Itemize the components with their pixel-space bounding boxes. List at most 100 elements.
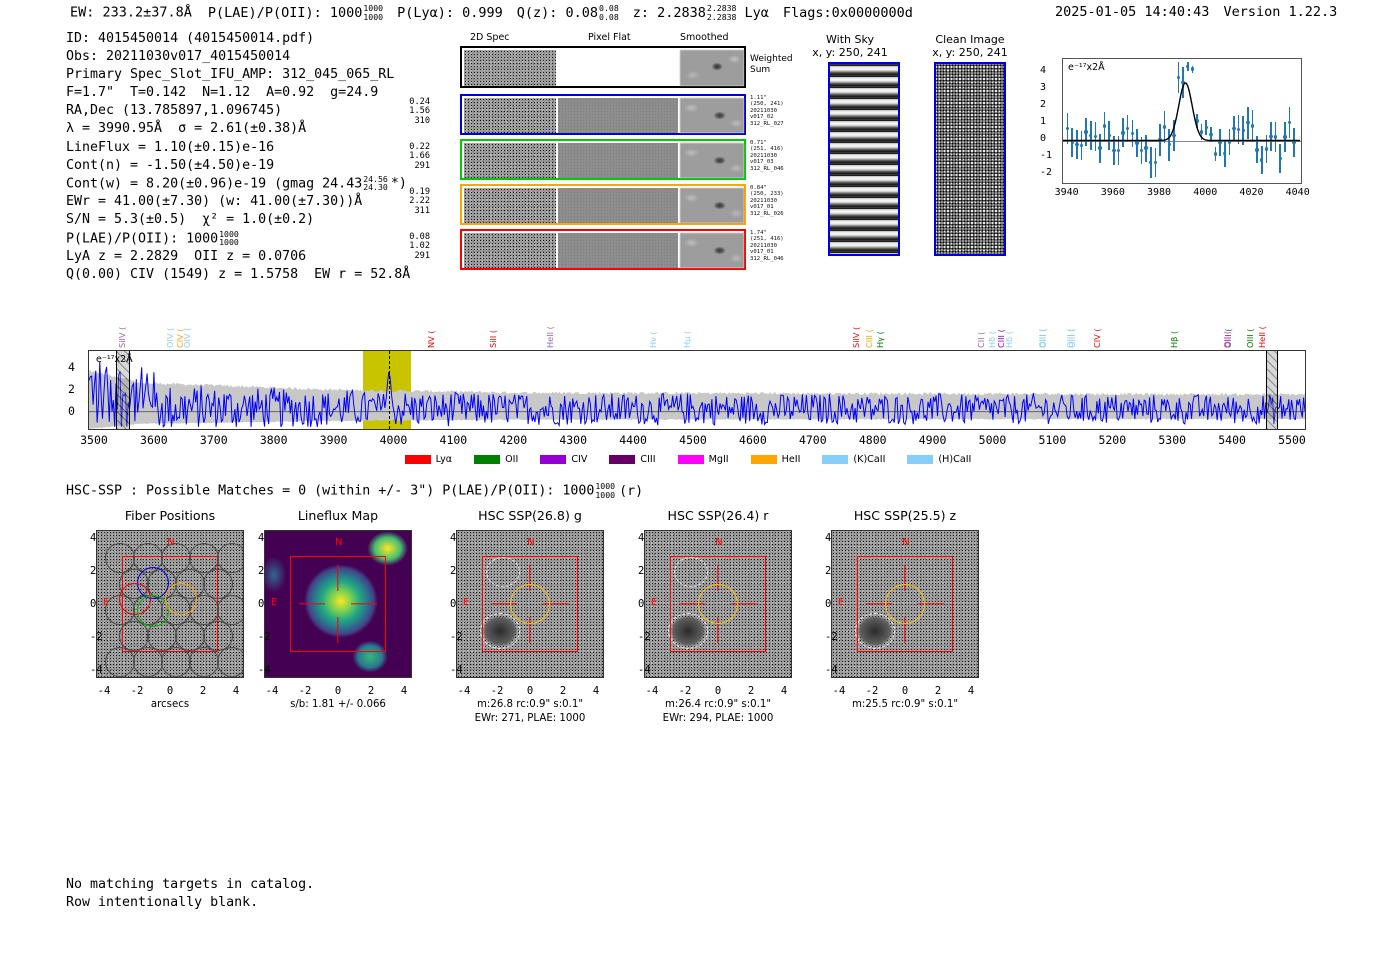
legend-item: Lyα — [404, 454, 452, 465]
data-point — [1199, 130, 1204, 134]
fiber-circle — [189, 647, 219, 677]
legend-color-chip — [677, 454, 704, 464]
emission-line-label: SiII ( — [487, 329, 498, 348]
cutout-x-tick-label: 0 — [714, 685, 722, 697]
panel-title-2dspec: 2D Spec — [470, 32, 510, 43]
cutout-x-tick-label: -4 — [97, 685, 111, 697]
fiber-row-meta-line: 20211030 — [750, 107, 777, 114]
data-point — [1218, 140, 1222, 144]
spectrum-x-tick-label: 5000 — [978, 433, 1007, 447]
cutout-caption-secondary: EWr: 271, PLAE: 1000 — [474, 713, 586, 724]
cutout-x-tick-label: 4 — [967, 685, 975, 697]
fiber-row — [460, 184, 746, 225]
fiber-row-number: 1.56 — [409, 106, 430, 117]
legend-label: CIII — [640, 454, 656, 465]
data-point — [1273, 135, 1278, 139]
emission-line-label: HeII ( — [1257, 326, 1268, 348]
line-fit-chart: e⁻¹⁷x2Å -2 -1 0 1 2 3 4 3940 3960 3980 4000 4020 40… — [1036, 52, 1310, 210]
data-point — [1209, 132, 1213, 137]
line-fit-y-tick-label: 1 — [1040, 115, 1047, 127]
info-radec: RA,Dec (13.785897,1.096745) — [66, 103, 283, 119]
legend-label: HeII — [781, 454, 801, 465]
legend-item: CIII — [609, 454, 656, 465]
cutout-x-tick-label: -4 — [832, 685, 846, 697]
spectrum-x-tick-label: 5400 — [1218, 433, 1246, 447]
data-point — [1260, 158, 1264, 162]
emission-line-label: HeII ( — [545, 326, 556, 348]
header-z-stack: 2.2838 2.2838 — [706, 3, 737, 22]
footer-line-2: Row intentionally blank. — [66, 895, 259, 911]
fiber-circle — [133, 647, 163, 677]
legend-color-chip — [404, 454, 431, 464]
fiber-row-number: 311 — [414, 205, 430, 216]
cutout-x-tick-label: 0 — [526, 685, 534, 697]
direction-label-north: N — [902, 536, 910, 548]
fiber-smoothed-image — [680, 143, 744, 178]
header-flags: Flags:0x0000000d — [782, 4, 913, 21]
fiber-2dspec-image — [464, 143, 556, 178]
emission-line-label: Hγ ( — [875, 331, 886, 348]
cutout-x-tick-label: 4 — [232, 685, 240, 697]
fiber-row-numbers: 0.22 1.66 291 — [400, 142, 430, 171]
fiber-2dspec-image — [464, 233, 556, 268]
fiber-smoothed-image — [680, 233, 744, 268]
spectrum-x-tick-label: 4300 — [559, 433, 588, 447]
header-plya: P(Lyα): 0.999 — [397, 4, 503, 21]
fiber-circle — [203, 569, 233, 599]
legend-label: OII — [505, 454, 519, 465]
emission-line-label: OIV ( — [181, 327, 192, 348]
line-fit-x-tick-label: 4000 — [1193, 187, 1218, 198]
cutout-x-tick-label: 2 — [367, 685, 375, 697]
cutout-x-tick-label: 2 — [934, 685, 942, 697]
fiber-pixelflat-image — [558, 98, 678, 133]
emission-line-label: OIV ( — [165, 327, 176, 348]
source-info-block: ID: 4015450014 (4015450014.pdf) Obs: 202… — [66, 30, 410, 284]
data-point — [1098, 146, 1102, 150]
info-cont-w: Cont(w) = 8.20(±0.96)e-19 (gmag 24.4324.… — [66, 173, 407, 193]
data-point — [1283, 135, 1287, 139]
fiber-row-number: 0.22 — [409, 142, 430, 152]
footer-note: No matching targets in catalog. Row inte… — [66, 876, 314, 912]
fiber-2dspec-image — [464, 98, 556, 133]
data-point — [1112, 149, 1116, 153]
header-z: z: 2.2838 — [632, 4, 706, 21]
aperture-ring-gold — [885, 584, 925, 624]
fiber-row — [460, 94, 746, 135]
legend-label: (H)CaII — [938, 454, 972, 465]
direction-label-north: N — [167, 536, 175, 548]
aperture-ring-gold — [698, 584, 738, 624]
data-point — [1176, 75, 1181, 80]
crosshair-right — [543, 603, 570, 605]
header-plae-label: P(LAE)/P(OII): 1000 — [207, 4, 363, 21]
weighted-sum-smoothed-image — [680, 50, 744, 86]
aperture-ring-dashed — [668, 612, 709, 649]
spectrum-x-tick-label: 3600 — [140, 433, 168, 447]
data-point — [1287, 120, 1292, 125]
data-point — [1227, 140, 1232, 144]
crosshair-right — [918, 603, 945, 605]
legend-item: MgII — [677, 454, 729, 465]
fiber-row-number: 310 — [414, 115, 430, 126]
fiber-pixelflat-image — [558, 143, 678, 178]
fiber-row-number: 291 — [414, 160, 430, 171]
fiber-circle — [105, 647, 135, 677]
hsc-plae-stack: 1000 1000 — [595, 481, 616, 500]
data-point — [1172, 133, 1176, 138]
fiber-row-meta-line: 312_RL_046 — [750, 255, 784, 262]
cutout-x-tick-label: 4 — [400, 685, 408, 697]
cutout-title: HSC SSP(26.4) r — [667, 508, 769, 523]
data-point — [1181, 81, 1185, 85]
info-lineflux: LineFlux = 1.10(±0.15)e-16 — [66, 139, 275, 155]
line-fit-x-tick-label: 3980 — [1147, 187, 1172, 198]
line-fit-y-tick-label: 4 — [1040, 64, 1047, 76]
aperture-ring-dashed — [480, 612, 521, 649]
direction-label-east: E — [462, 596, 470, 608]
cutout-x-tick-label: -2 — [298, 685, 312, 697]
fiber-row-numbers: 0.24 1.56 310 — [400, 97, 430, 126]
fiber-row-meta: 1.74" (251, 416) 20211030 v017_01 312_RL_046 — [750, 230, 798, 262]
fiber-row-meta-line: 312_RL_046 — [750, 165, 784, 172]
zero-line — [1063, 140, 1301, 142]
line-fit-y-tick-label: 0 — [1040, 132, 1047, 144]
data-point — [1153, 160, 1158, 165]
